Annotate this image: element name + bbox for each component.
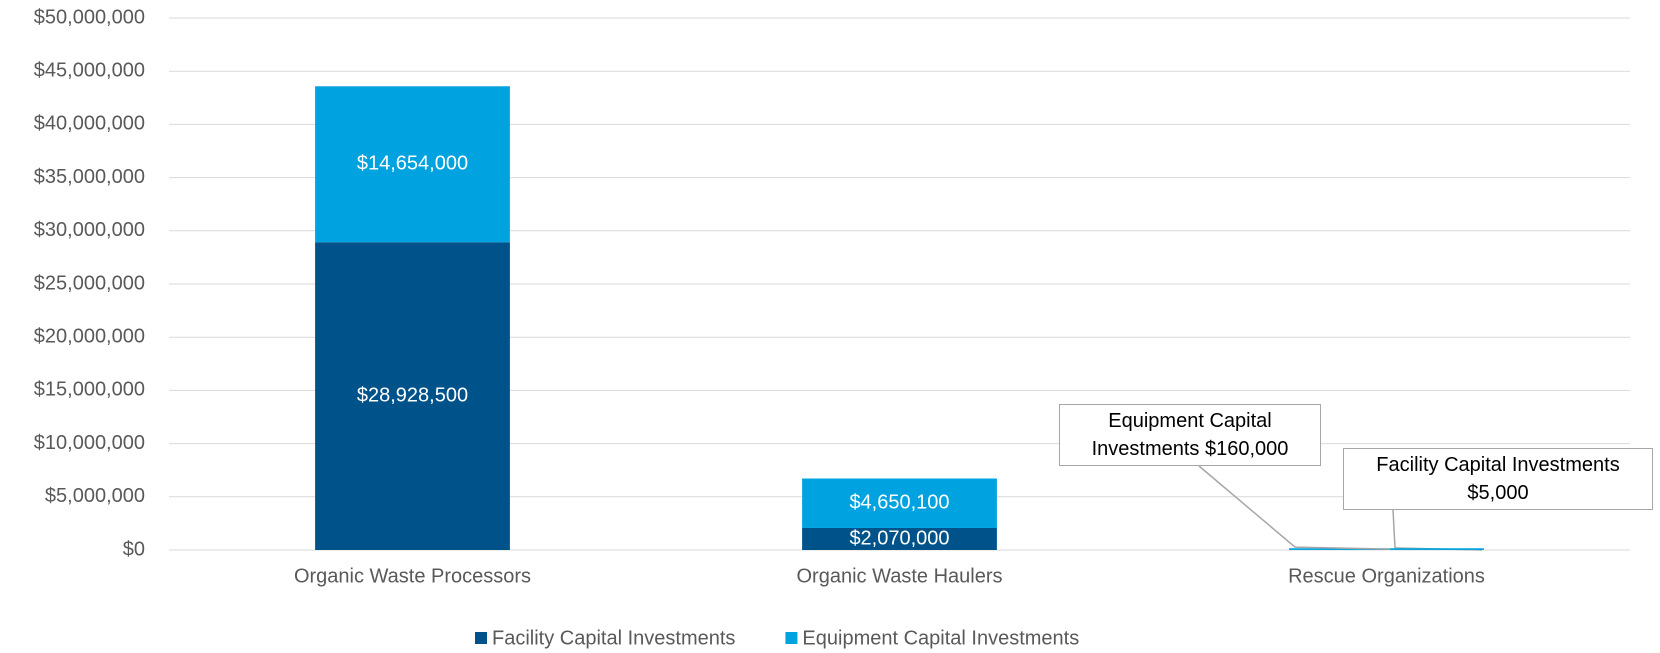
y-tick-label: $25,000,000 bbox=[34, 272, 145, 294]
leader-line bbox=[1198, 465, 1391, 550]
x-tick-label: Organic Waste Processors bbox=[294, 565, 531, 587]
bar-segment bbox=[315, 86, 510, 243]
bar-segment bbox=[315, 242, 510, 551]
y-tick-label: $40,000,000 bbox=[34, 113, 145, 135]
callout-label: Facility Capital Investments $5,000 bbox=[1343, 448, 1653, 510]
y-tick-label: $5,000,000 bbox=[45, 485, 145, 507]
bar-segment bbox=[802, 478, 997, 528]
y-tick-label: $0 bbox=[123, 538, 145, 560]
legend-swatch bbox=[475, 632, 487, 644]
y-tick-label: $50,000,000 bbox=[34, 6, 145, 28]
data-label: $2,070,000 bbox=[849, 527, 949, 549]
data-label: $14,654,000 bbox=[357, 153, 468, 175]
data-label: $4,650,100 bbox=[849, 492, 949, 514]
legend-label: Equipment Capital Investments bbox=[802, 627, 1079, 649]
legend-swatch bbox=[785, 632, 798, 644]
y-tick-label: $20,000,000 bbox=[34, 325, 145, 347]
y-tick-label: $15,000,000 bbox=[34, 379, 145, 401]
y-tick-label: $30,000,000 bbox=[34, 219, 145, 241]
y-tick-label: $45,000,000 bbox=[34, 59, 145, 81]
legend-label: Facility Capital Investments bbox=[492, 627, 735, 649]
leader-line bbox=[1392, 509, 1483, 551]
y-tick-label: $35,000,000 bbox=[34, 166, 145, 188]
x-tick-label: Rescue Organizations bbox=[1288, 565, 1485, 587]
callout-label: Equipment Capital Investments $160,000 bbox=[1059, 404, 1321, 466]
bar-segment bbox=[802, 527, 997, 550]
y-tick-label: $10,000,000 bbox=[34, 432, 145, 454]
x-tick-label: Organic Waste Haulers bbox=[797, 565, 1003, 587]
data-label: $28,928,500 bbox=[357, 384, 468, 406]
